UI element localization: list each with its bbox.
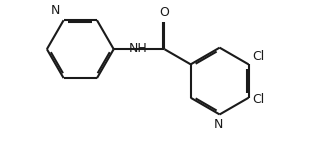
Text: N: N (51, 4, 61, 17)
Text: Cl: Cl (252, 93, 265, 106)
Text: O: O (160, 6, 169, 19)
Text: Cl: Cl (252, 50, 265, 63)
Text: N: N (214, 118, 224, 131)
Text: NH: NH (129, 42, 148, 55)
